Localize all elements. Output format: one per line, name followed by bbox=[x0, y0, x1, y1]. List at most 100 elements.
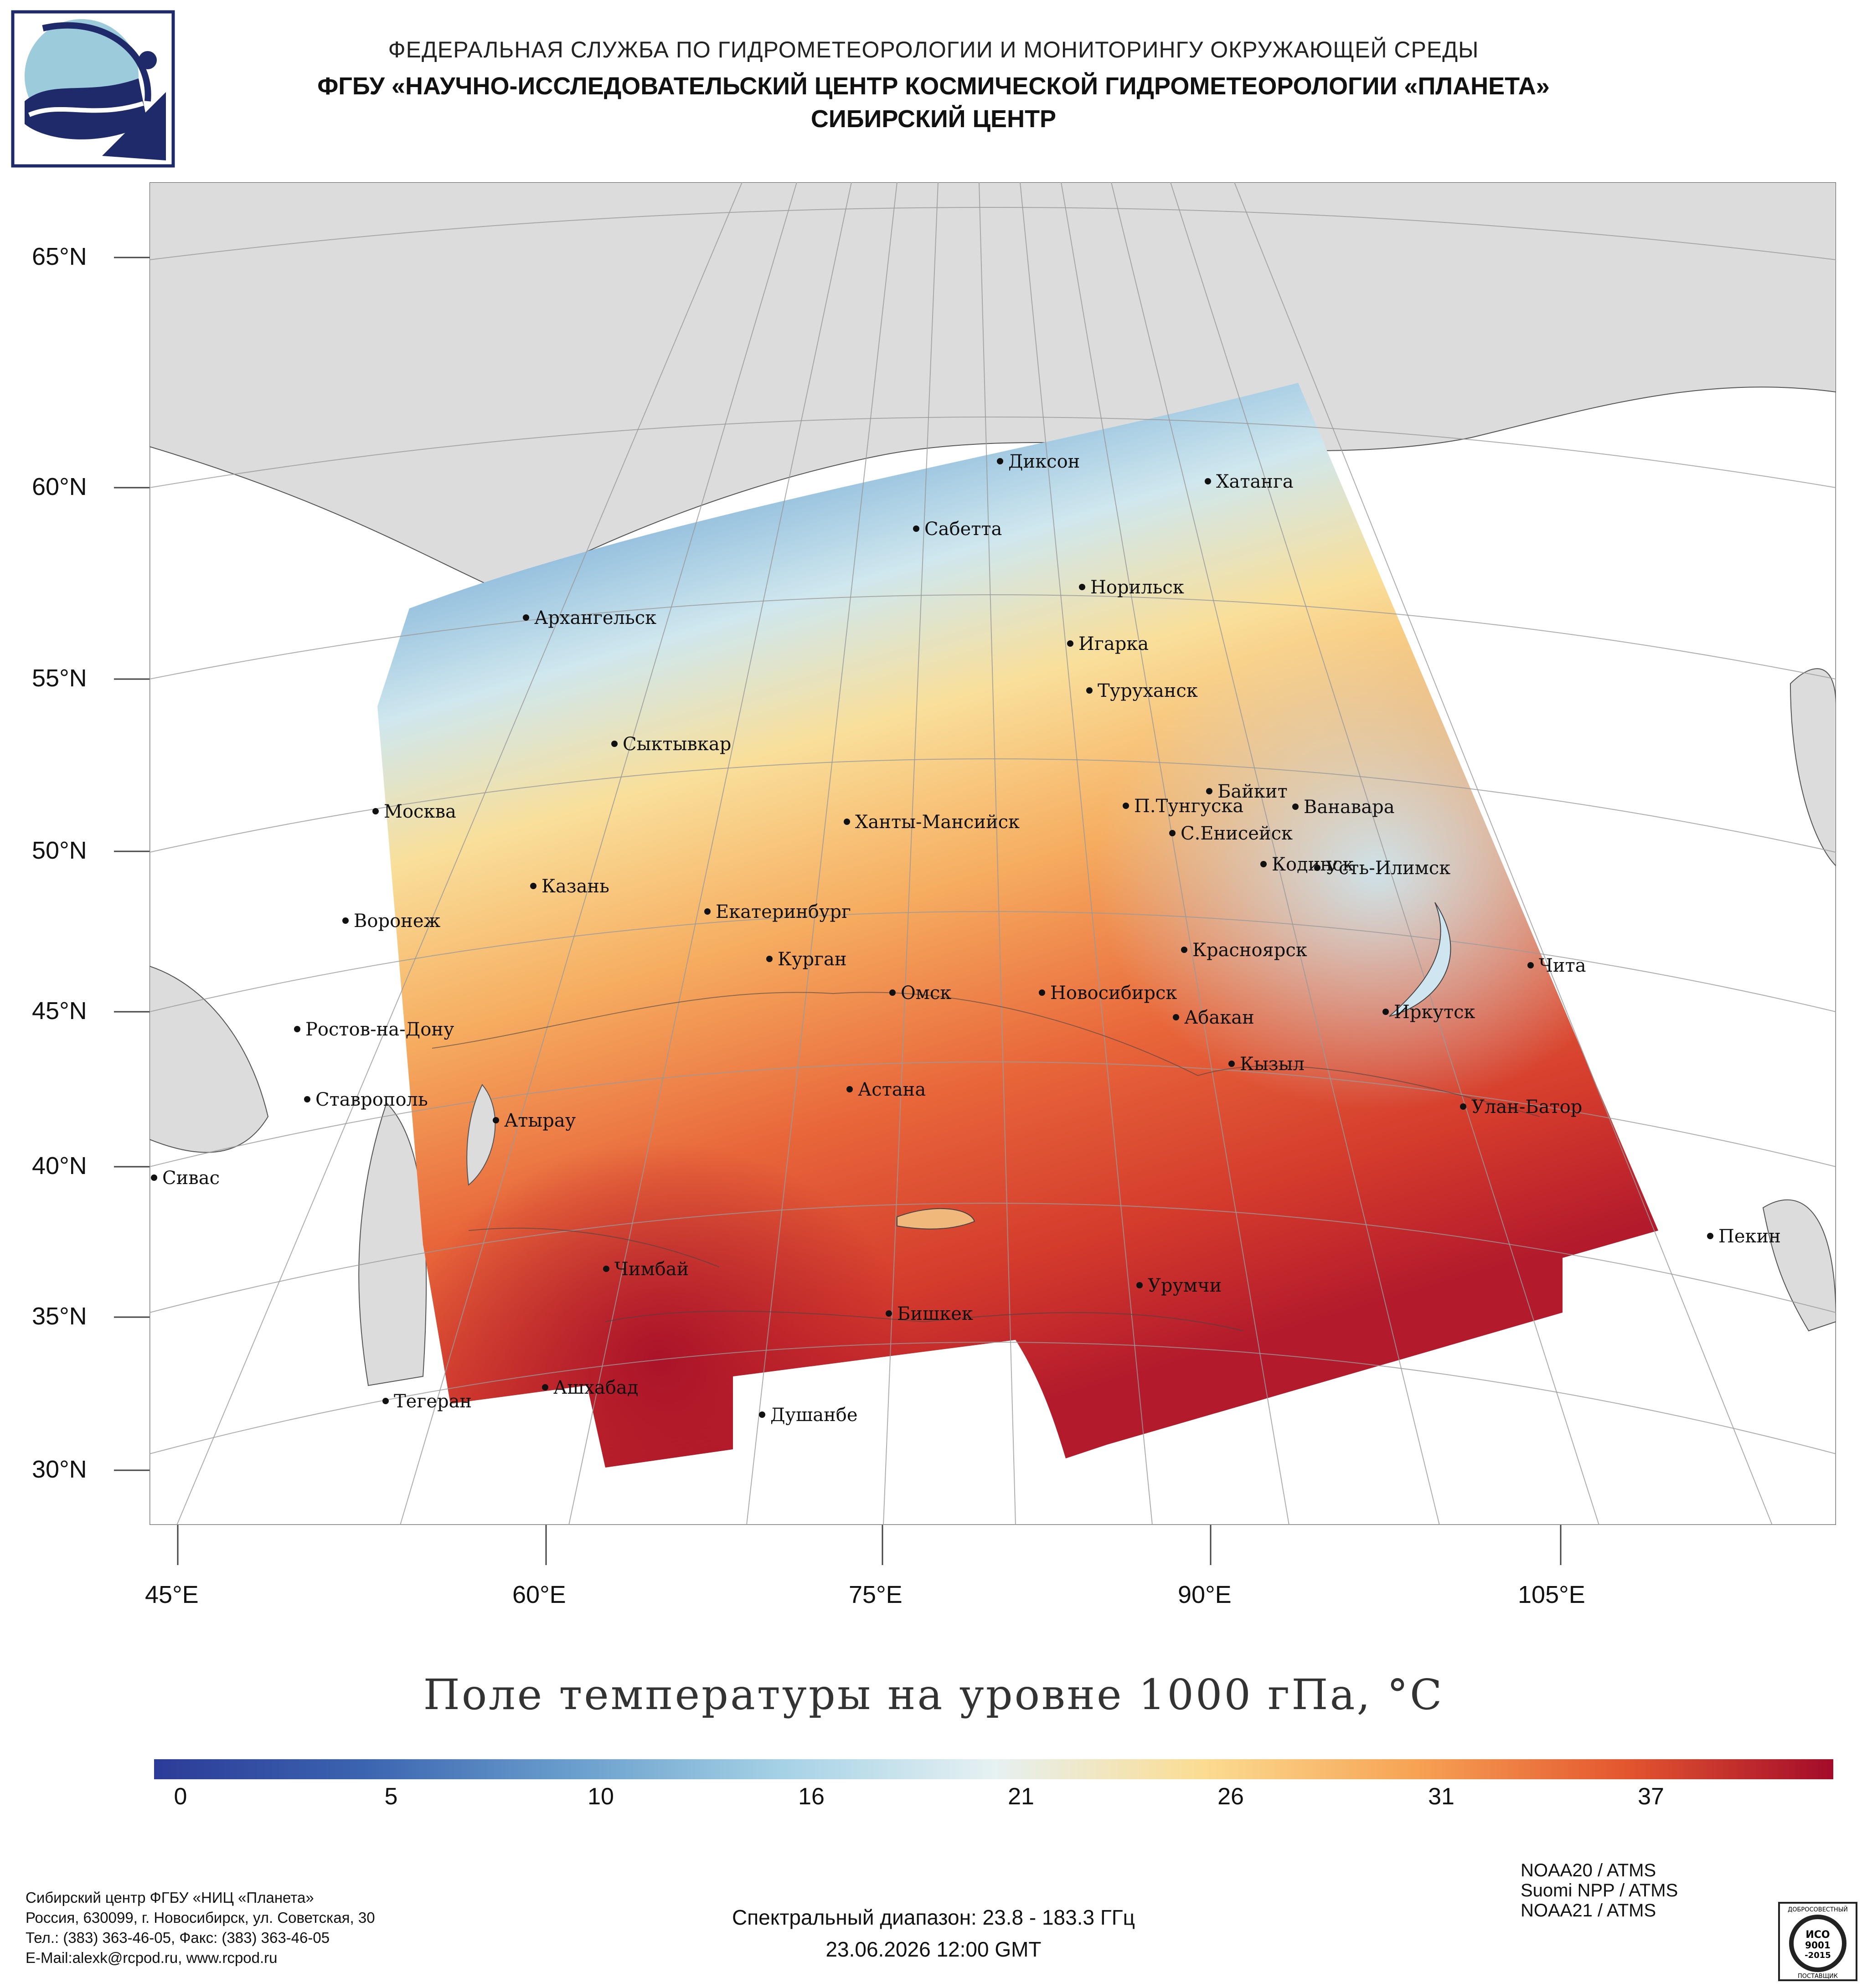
city-label-irkutsk: Иркутск bbox=[1394, 1002, 1475, 1023]
city-label-vanavara: Ванавара bbox=[1304, 797, 1395, 818]
city-label-p-tunguska: П.Тунгуска bbox=[1134, 796, 1243, 817]
colorbar-tick-26: 26 bbox=[1217, 1783, 1244, 1810]
lon-label-90: 90°E bbox=[1178, 1581, 1232, 1608]
lon-label-105: 105°E bbox=[1518, 1581, 1585, 1608]
city-dot-dikson bbox=[997, 458, 1003, 464]
city-dot-novosibirsk bbox=[1039, 989, 1045, 996]
city-label-novosibirsk: Новосибирск bbox=[1050, 983, 1177, 1004]
colorbar-tick-5: 5 bbox=[384, 1783, 398, 1810]
city-label-kyzyl: Кызыл bbox=[1240, 1054, 1305, 1075]
iso-9001-badge: ДОБРОСОВЕСТНЫЙ ИСО 9001 -2015 ПОСТАВЩИК bbox=[1778, 1902, 1857, 1981]
city-label-turukhansk: Туруханск bbox=[1098, 680, 1198, 701]
city-dot-kyzyl bbox=[1228, 1061, 1235, 1067]
city-dot-urumchi bbox=[1136, 1282, 1143, 1288]
city-dot-bishkek bbox=[886, 1310, 892, 1317]
satellite-3: NOAA21 / ATMS bbox=[1521, 1900, 1656, 1921]
city-dot-chimbay bbox=[603, 1266, 609, 1272]
lat-label-60: 60°N bbox=[32, 473, 87, 500]
city-dot-abakan bbox=[1173, 1014, 1179, 1020]
city-dot-kodinsk bbox=[1260, 861, 1267, 867]
map-title: Поле температуры на уровне 1000 гПа, °C bbox=[423, 1670, 1444, 1719]
city-label-syktyvkar: Сыктывкар bbox=[623, 734, 731, 755]
lat-label-65: 65°N bbox=[32, 243, 87, 270]
city-label-moskva: Москва bbox=[384, 801, 456, 822]
city-dot-atyrau bbox=[493, 1117, 499, 1123]
city-dot-irkutsk bbox=[1382, 1009, 1389, 1015]
observation-datetime: 23.06.2026 12:00 GMT bbox=[825, 1937, 1042, 1961]
lat-label-55: 55°N bbox=[32, 664, 87, 692]
city-dot-ust-ilimsk bbox=[1314, 865, 1320, 871]
city-label-s-eniseysk: С.Енисейск bbox=[1181, 823, 1293, 844]
city-dot-ekaterinburg bbox=[704, 908, 711, 915]
city-dot-voronezh bbox=[342, 917, 349, 924]
city-label-omsk: Омск bbox=[901, 983, 951, 1004]
city-label-igarka: Игарка bbox=[1078, 633, 1149, 654]
city-dot-moskva bbox=[372, 808, 379, 814]
iso-bottom-text: ПОСТАВЩИК bbox=[1798, 1973, 1838, 1980]
footer-org-phone: Тел.: (383) 363-46-05, Факс: (383) 363-4… bbox=[26, 1929, 330, 1946]
header-agency: ФЕДЕРАЛЬНАЯ СЛУЖБА ПО ГИДРОМЕТЕОРОЛОГИИ … bbox=[388, 37, 1479, 62]
iso-mid2-text: 9001 bbox=[1805, 1940, 1831, 1951]
city-label-ulan-bator: Улан-Батор bbox=[1471, 1097, 1582, 1118]
city-dot-p-tunguska bbox=[1123, 803, 1129, 809]
city-dot-igarka bbox=[1067, 640, 1073, 647]
latitude-ticks bbox=[114, 257, 150, 1471]
city-dot-krasnoyarsk bbox=[1181, 947, 1187, 953]
city-dot-khatanga bbox=[1205, 478, 1211, 484]
colorbar-tick-16: 16 bbox=[798, 1783, 825, 1810]
city-label-astana: Астана bbox=[858, 1079, 926, 1100]
city-label-urumchi: Урумчи bbox=[1148, 1275, 1222, 1296]
city-dot-arkhangelsk bbox=[523, 614, 529, 621]
city-label-stavropol: Ставрополь bbox=[315, 1089, 428, 1110]
city-dot-pekin bbox=[1707, 1233, 1713, 1239]
city-label-chita: Чита bbox=[1539, 955, 1586, 976]
city-dot-turukhansk bbox=[1086, 687, 1093, 694]
city-dot-baykit bbox=[1206, 788, 1212, 794]
city-label-sabetta: Сабетта bbox=[924, 519, 1002, 540]
city-label-pekin: Пекин bbox=[1718, 1226, 1781, 1247]
header-center: СИБИРСКИЙ ЦЕНТР bbox=[810, 105, 1057, 133]
lon-label-75: 75°E bbox=[849, 1581, 903, 1608]
colorbar-tick-10: 10 bbox=[588, 1783, 614, 1810]
city-label-tegeran: Тегеран bbox=[394, 1391, 472, 1412]
city-dot-sivas bbox=[151, 1174, 157, 1181]
lat-label-35: 35°N bbox=[32, 1303, 87, 1330]
colorbar-tick-21: 21 bbox=[1008, 1783, 1034, 1810]
footer-org-name: Сибирский центр ФГБУ «НИЦ «Планета» bbox=[26, 1889, 314, 1906]
footer-org-address: Россия, 630099, г. Новосибирск, ул. Сове… bbox=[26, 1909, 375, 1926]
city-dot-stavropol bbox=[304, 1096, 310, 1102]
colorbar-tick-0: 0 bbox=[174, 1783, 187, 1810]
lat-label-50: 50°N bbox=[32, 837, 87, 864]
city-dot-chita bbox=[1527, 962, 1534, 968]
city-label-ust-ilimsk: Усть-Илимск bbox=[1325, 858, 1450, 879]
city-label-dikson: Диксон bbox=[1008, 451, 1080, 472]
colorbar-tick-37: 37 bbox=[1638, 1783, 1664, 1810]
city-label-norilsk: Норильск bbox=[1090, 577, 1184, 598]
city-dot-kazan bbox=[530, 883, 536, 889]
lon-label-60: 60°E bbox=[512, 1581, 566, 1608]
city-dot-dushanbe bbox=[759, 1411, 765, 1418]
longitude-ticks bbox=[177, 1525, 1562, 1565]
city-dot-sabetta bbox=[913, 525, 919, 532]
city-labels: Диксон Хатанга Сабетта Норильск Архангел… bbox=[162, 451, 1781, 1426]
lat-label-45: 45°N bbox=[32, 997, 87, 1025]
city-label-voronezh: Воронеж bbox=[354, 911, 440, 932]
planeta-logo bbox=[11, 10, 175, 168]
city-label-rostov-na-donu: Ростов-на-Дону bbox=[305, 1019, 454, 1040]
city-dot-omsk bbox=[889, 989, 896, 996]
iso-mid3-text: -2015 bbox=[1805, 1951, 1831, 1960]
lon-label-45: 45°E bbox=[145, 1581, 199, 1608]
city-dot-ashkhabad bbox=[542, 1384, 548, 1391]
city-label-krasnoyarsk: Красноярск bbox=[1192, 940, 1307, 961]
iso-top-text: ДОБРОСОВЕСТНЫЙ bbox=[1788, 1906, 1848, 1913]
city-label-dushanbe: Душанбе bbox=[770, 1405, 858, 1426]
city-label-abakan: Абакан bbox=[1184, 1007, 1254, 1028]
spectral-range: Спектральный диапазон: 23.8 - 183.3 ГГц bbox=[732, 1906, 1135, 1929]
city-label-khanty-mansiysk: Ханты-Мансийск bbox=[855, 812, 1020, 833]
city-label-chimbay: Чимбай bbox=[614, 1259, 689, 1280]
city-dot-syktyvkar bbox=[611, 741, 618, 747]
city-label-arkhangelsk: Архангельск bbox=[534, 608, 656, 628]
lat-label-30: 30°N bbox=[32, 1456, 87, 1483]
city-dot-rostov-na-donu bbox=[294, 1026, 300, 1032]
lat-label-40: 40°N bbox=[32, 1152, 87, 1179]
